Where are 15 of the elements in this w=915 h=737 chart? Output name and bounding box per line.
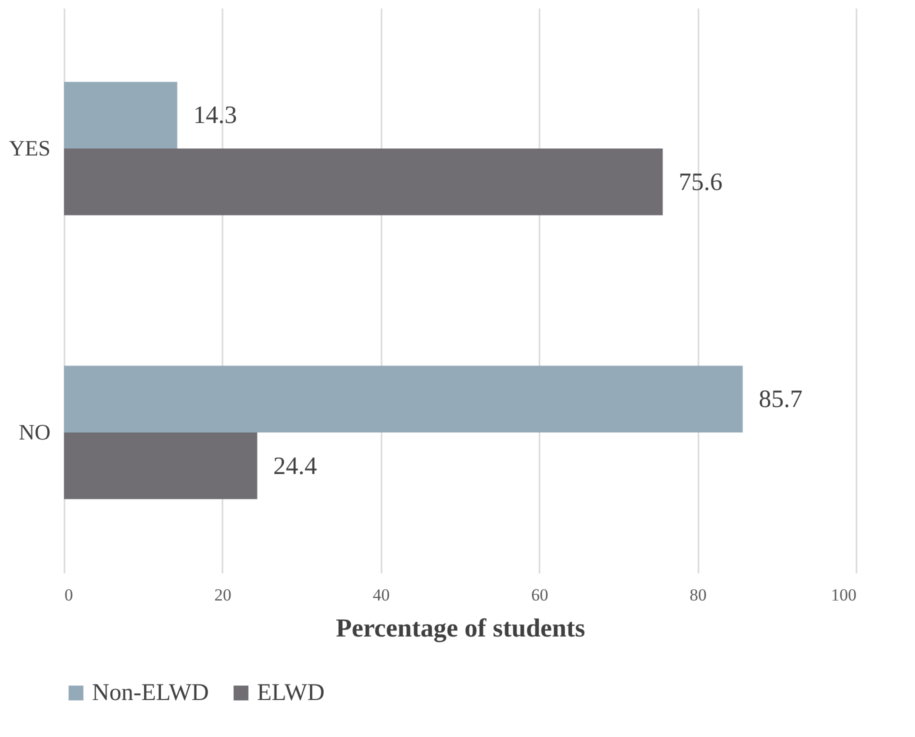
data-label: 85.7 <box>758 386 802 414</box>
x-axis-title: Percentage of students <box>336 614 586 642</box>
x-tick-label: 20 <box>214 586 232 604</box>
x-tick-label: 0 <box>64 586 73 604</box>
x-tick-label: 100 <box>831 586 856 604</box>
x-tick-label: 40 <box>372 586 390 604</box>
data-label: 14.3 <box>193 102 238 130</box>
x-tick-label: 60 <box>531 586 548 604</box>
data-label: 75.6 <box>678 168 722 196</box>
y-tick-label: YES <box>8 136 50 161</box>
legend-label: Non-ELWD <box>92 680 209 706</box>
data-label: 24.4 <box>273 452 318 480</box>
x-tick-label: 80 <box>690 586 707 604</box>
legend-label: ELWD <box>257 680 325 706</box>
y-tick-label: NO <box>18 419 50 444</box>
